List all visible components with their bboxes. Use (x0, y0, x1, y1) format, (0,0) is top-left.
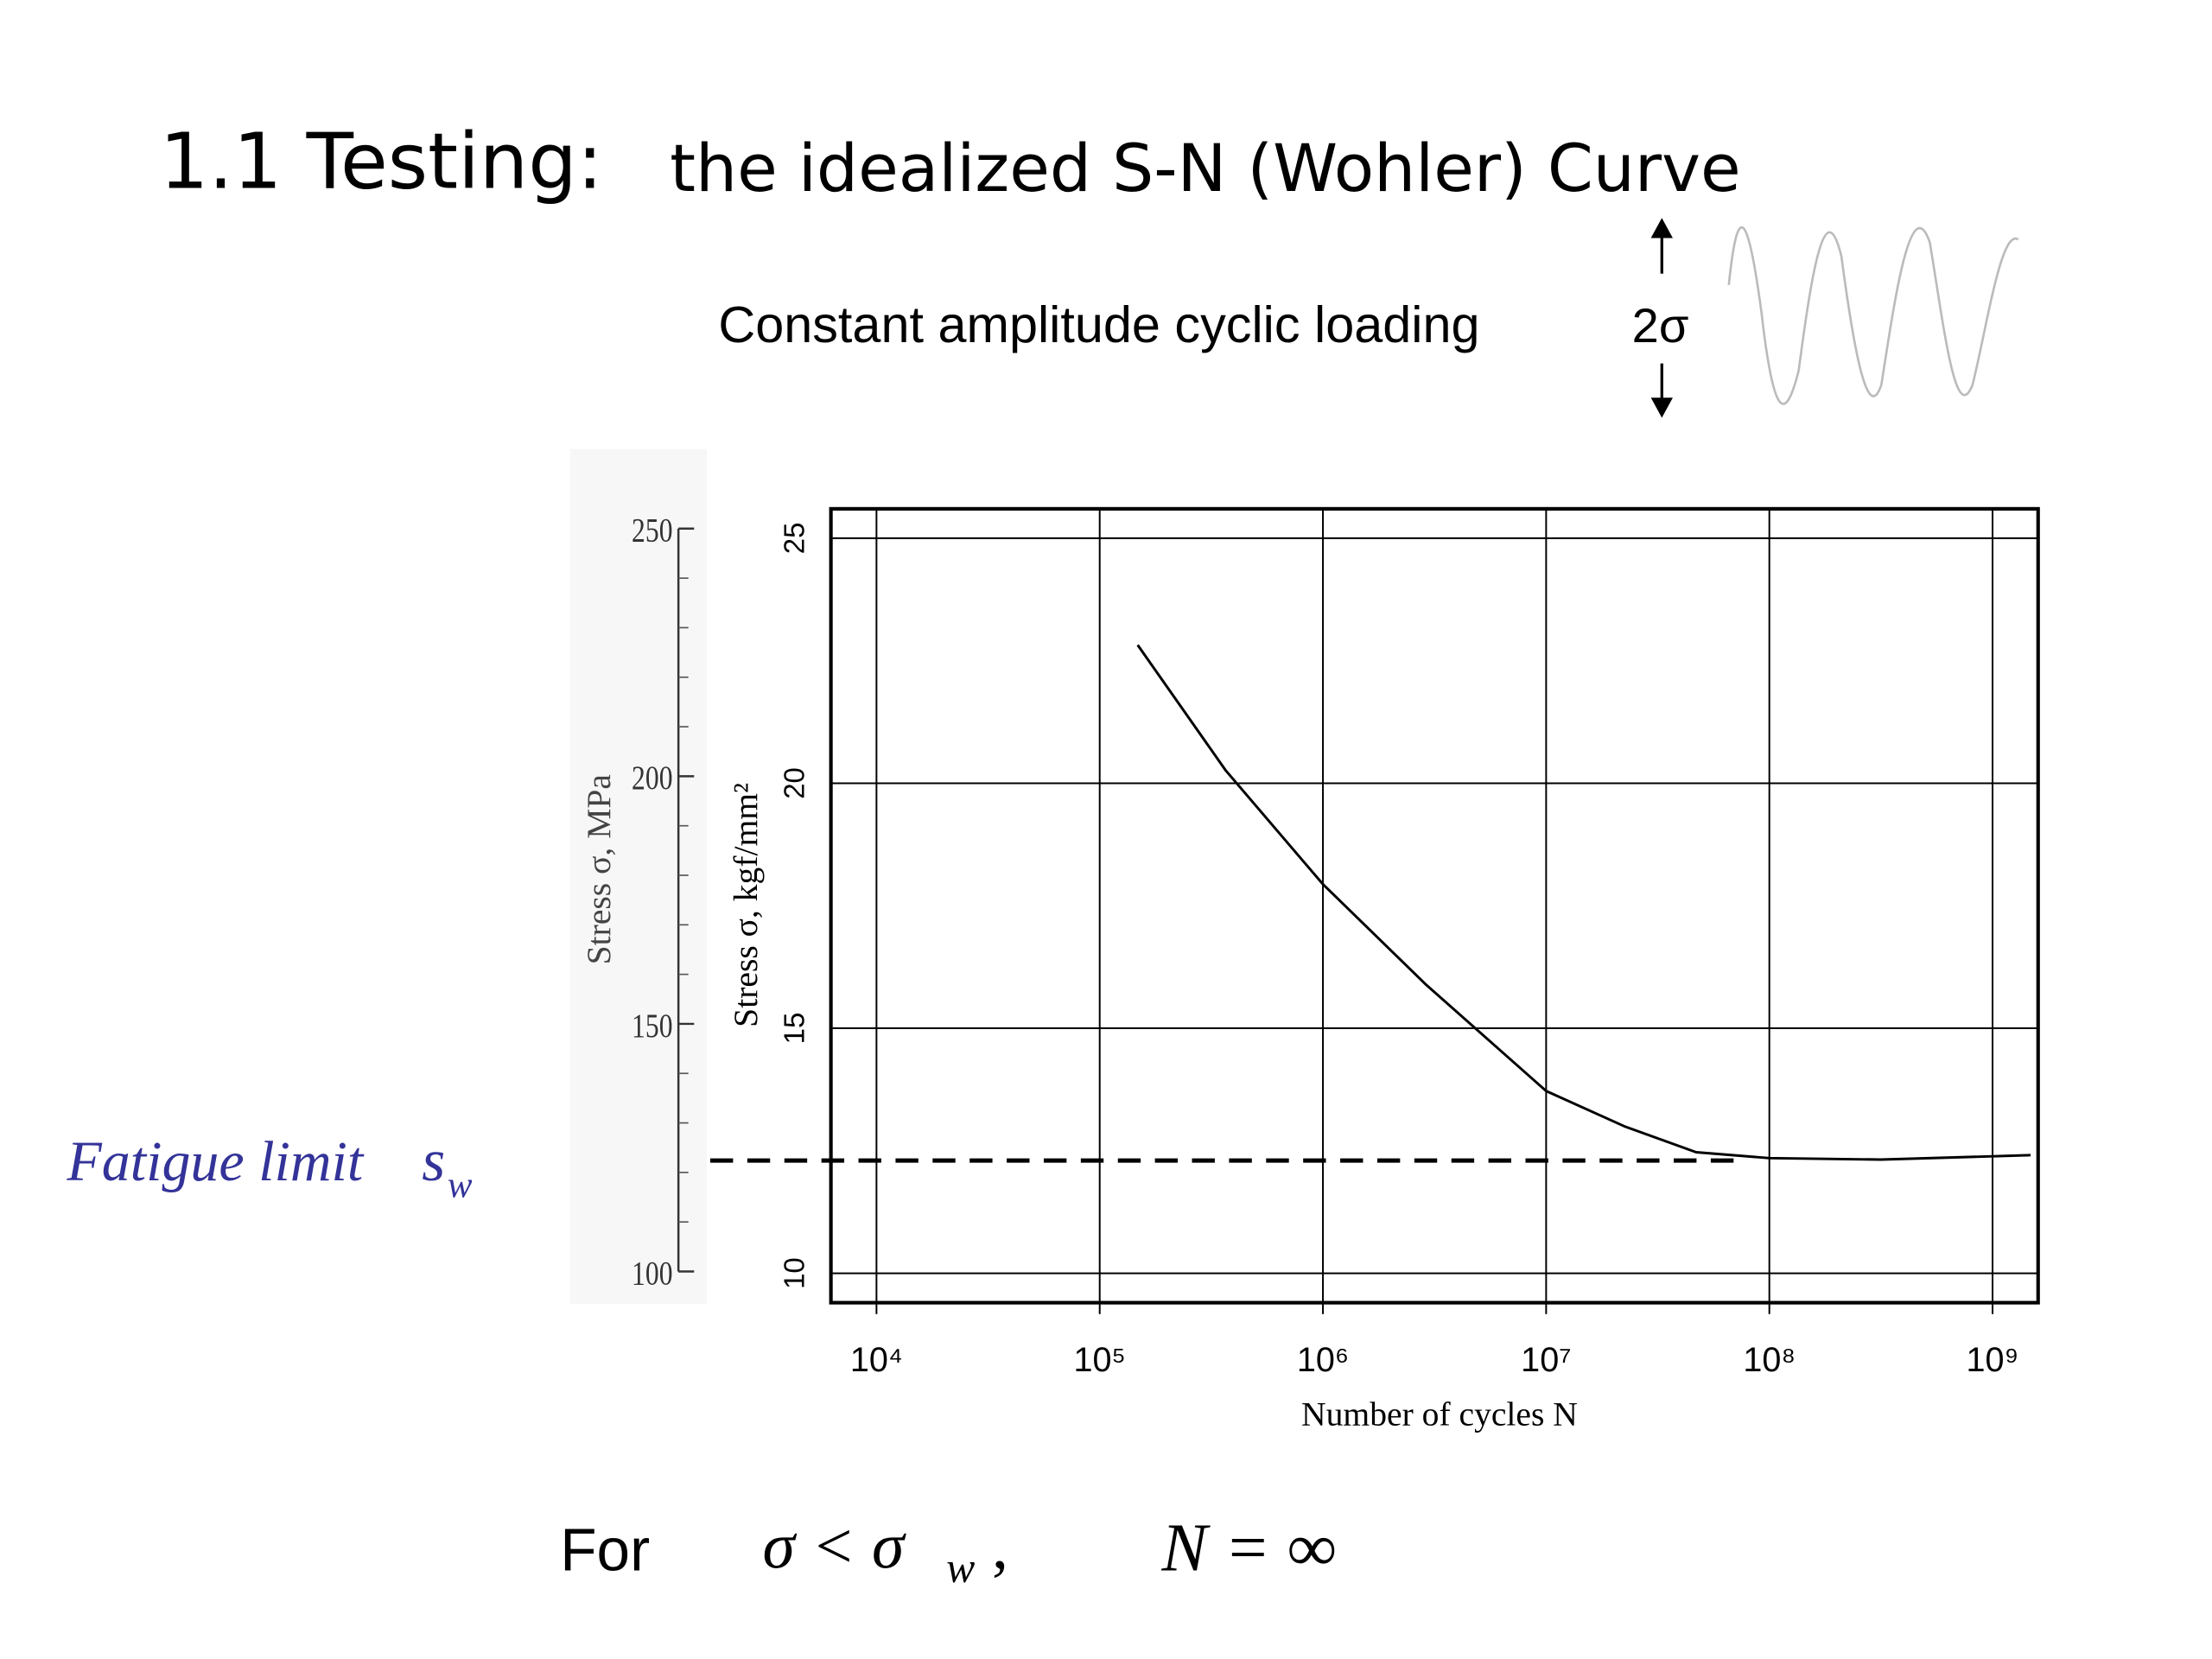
y2-tick-label: 100 (632, 1254, 672, 1292)
x-axis-label: Number of cycles N (1301, 1395, 1578, 1433)
y2-tick-label: 200 (632, 759, 672, 797)
fatigue-limit-subscript: w (448, 1166, 473, 1206)
title-text: the idealized S-N (Wohler) Curve (670, 130, 1740, 207)
sine-wave-icon (1727, 226, 2019, 405)
x-tick-label: 10⁶ (1297, 1341, 1349, 1379)
x-tick-label: 10⁵ (1073, 1341, 1125, 1379)
condition-lhs: σ < σ (762, 1510, 906, 1582)
y-axis-label: Stress σ, kgf/mm² (727, 783, 765, 1027)
amplitude-label: 2σ (1632, 298, 1689, 353)
condition-rhs: N = ∞ (1160, 1510, 1336, 1586)
fatigue-limit-label: Fatigue limit (67, 1130, 365, 1193)
x-tick-label: 10⁷ (1521, 1341, 1571, 1379)
y-tick-label: 15 (778, 1013, 810, 1045)
x-tick-label: 10⁸ (1743, 1341, 1796, 1379)
amplitude-arrows (1650, 218, 1673, 418)
loading-caption: Constant amplitude cyclic loading (718, 296, 1479, 353)
condition-comma: , (992, 1510, 1008, 1582)
y-tick-label: 20 (778, 767, 810, 799)
sn-curve (1136, 644, 2031, 1161)
y2-axis-label: Stress σ, MPa (580, 774, 618, 965)
x-tick-label: 10⁴ (850, 1341, 903, 1379)
condition-subscript: w (946, 1544, 975, 1592)
x-tick-label: 10⁹ (1967, 1341, 2019, 1379)
plot-frame (829, 506, 2040, 1305)
y2-tick-label: 250 (632, 511, 672, 549)
fatigue-limit-symbol: s (422, 1127, 445, 1193)
condition-prefix: For (560, 1516, 650, 1584)
y-tick-label: 25 (778, 523, 810, 555)
y-tick-label: 10 (778, 1257, 810, 1289)
y2-tick-label: 150 (632, 1006, 672, 1044)
title-number: 1.1 Testing: (160, 118, 603, 207)
scan-background (569, 448, 708, 1305)
